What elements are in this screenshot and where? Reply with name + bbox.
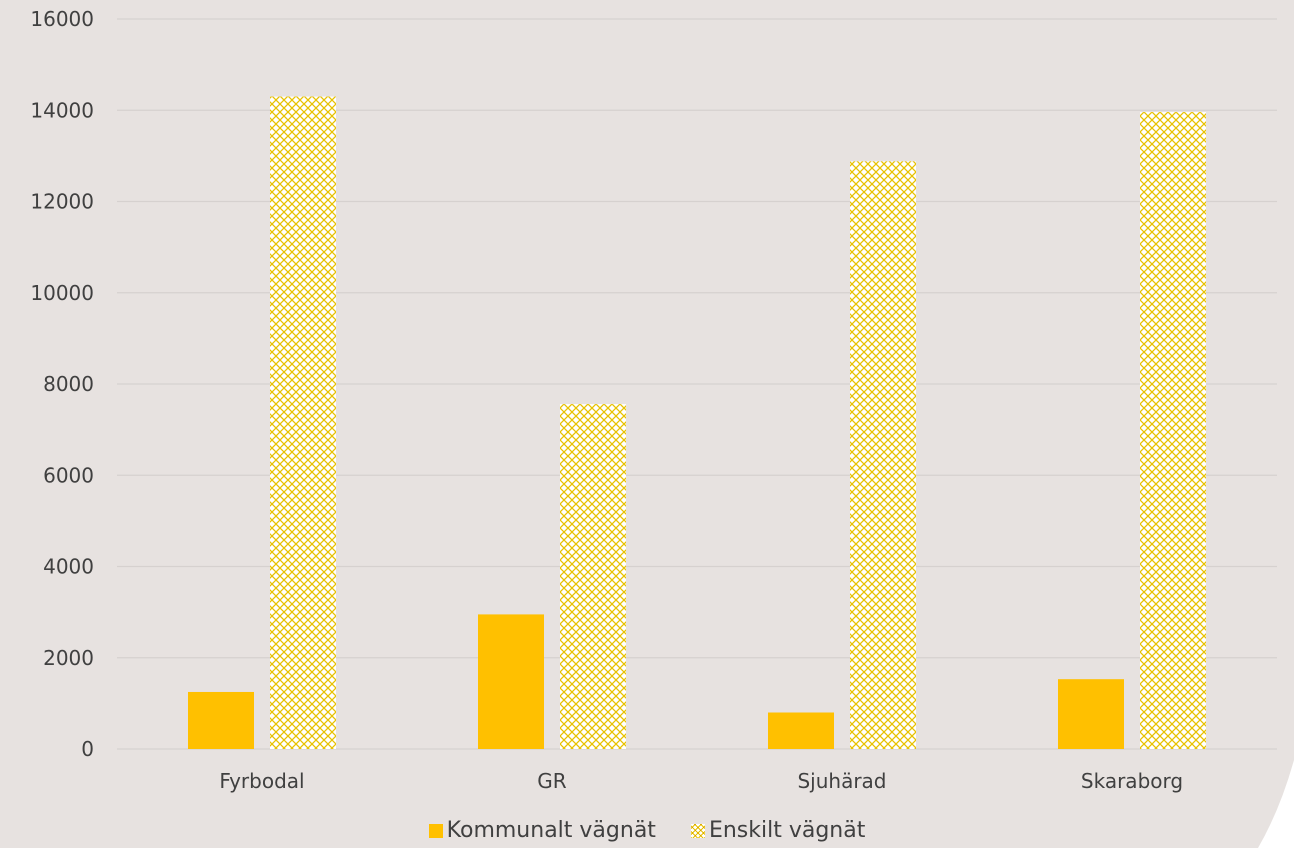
bar-kommunalt-sjuhärad [768, 712, 834, 749]
bar-enskilt-gr [560, 404, 626, 749]
y-tick-label: 12000 [30, 190, 94, 214]
x-tick-label: Fyrbodal [219, 769, 304, 793]
legend-item-kommunalt: Kommunalt vägnät [428, 818, 656, 843]
bar-enskilt-sjuhärad [850, 161, 916, 750]
x-tick-label: GR [537, 769, 566, 793]
legend-swatch-enskilt [690, 823, 705, 838]
legend-label-enskilt: Enskilt vägnät [708, 818, 866, 843]
bar-kommunalt-skaraborg [1058, 679, 1124, 749]
bar-enskilt-skaraborg [1140, 112, 1206, 749]
x-axis-tick-labels: Fyrbodal GR Sjuhärad Skaraborg [219, 769, 1183, 793]
chart-legend: Kommunalt vägnät Enskilt vägnät [0, 818, 1294, 844]
legend-item-enskilt: Enskilt vägnät [690, 818, 866, 843]
bar-kommunalt-gr [478, 614, 544, 749]
gridlines [117, 18, 1277, 750]
y-tick-label: 10000 [30, 281, 94, 305]
y-tick-label: 4000 [43, 555, 94, 579]
legend-swatch-kommunalt [428, 823, 443, 838]
bars [188, 96, 1206, 750]
y-tick-label: 16000 [30, 7, 94, 31]
x-tick-label: Skaraborg [1081, 769, 1183, 793]
legend-label-kommunalt: Kommunalt vägnät [446, 818, 656, 843]
y-tick-label: 2000 [43, 646, 94, 670]
bar-kommunalt-fyrbodal [188, 691, 254, 749]
x-tick-label: Sjuhärad [797, 769, 886, 793]
y-tick-label: 14000 [30, 98, 94, 122]
y-tick-label: 8000 [43, 372, 94, 396]
bar-enskilt-fyrbodal [270, 96, 336, 749]
y-tick-label: 6000 [43, 463, 94, 487]
y-axis-tick-labels: 0 2000 4000 6000 8000 10000 12000 14000 16000 [30, 7, 94, 761]
y-tick-label: 0 [81, 737, 94, 761]
